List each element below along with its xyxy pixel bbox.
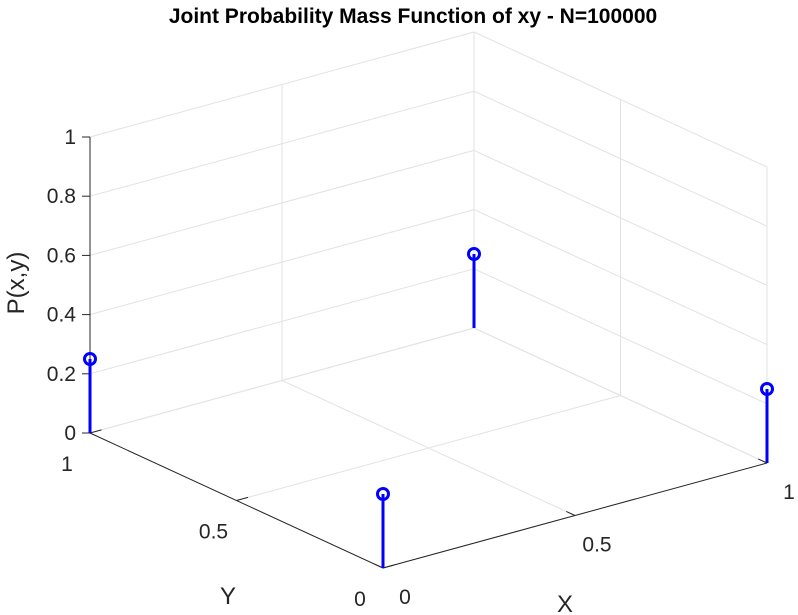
y-tick (236, 496, 249, 501)
back-wall-grid-line (89, 327, 475, 434)
side-wall-grid-line (473, 31, 768, 168)
side-wall-grid-line (473, 327, 768, 464)
y-tick (382, 564, 395, 569)
z-tick-label: 0.6 (47, 244, 76, 267)
z-axis-label: P(x,y) (3, 252, 30, 315)
x-tick-label: 0.5 (582, 534, 611, 557)
labels: Joint Probability Mass Function of xy - … (3, 5, 795, 615)
y-axis-label: Y (220, 583, 236, 610)
y-tick-label: 0.5 (199, 521, 228, 544)
stem-marker (760, 382, 774, 396)
back-wall-grid-line (89, 90, 475, 197)
side-wall-grid-line (473, 268, 768, 405)
stem-series (83, 247, 774, 568)
side-wall-grid-line (473, 149, 768, 286)
side-wall-grid-line (473, 90, 768, 227)
back-wall-grid-line (89, 268, 475, 375)
back-wall-grid-line (89, 31, 475, 138)
z-tick-label: 1 (64, 126, 76, 149)
y-tick (89, 429, 102, 434)
z-tick-label: 0.8 (47, 185, 76, 208)
stem-marker (376, 487, 390, 501)
x-tick-label: 1 (783, 481, 795, 504)
back-wall-grid-line (89, 209, 475, 316)
y-tick-label: 1 (61, 453, 73, 476)
side-wall-grid-line (473, 209, 768, 346)
stem-marker (83, 352, 97, 366)
x-tick (566, 510, 576, 516)
x-axis-label: X (557, 591, 573, 615)
chart-title: Joint Probability Mass Function of xy - … (169, 5, 657, 28)
z-tick-label: 0.2 (47, 363, 76, 386)
y-tick-label: 0 (354, 588, 366, 611)
axes (82, 136, 768, 569)
x-tick-label: 0 (399, 586, 411, 609)
back-wall-grid-line (89, 149, 475, 256)
grid-lines (89, 31, 768, 569)
z-tick-label: 0.4 (47, 304, 77, 327)
floor-grid-line (236, 395, 621, 501)
stem-marker (467, 247, 481, 261)
z-tick-label: 0 (64, 422, 76, 445)
